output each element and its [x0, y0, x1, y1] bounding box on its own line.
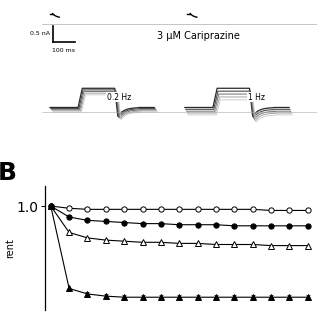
Text: 3 μM Cariprazine: 3 μM Cariprazine [157, 31, 240, 42]
Text: 0.5 nA: 0.5 nA [30, 31, 50, 36]
Text: 100 ms: 100 ms [52, 48, 75, 53]
Text: 1 Hz: 1 Hz [248, 92, 265, 101]
Text: B: B [0, 162, 17, 186]
Text: 0.2 Hz: 0.2 Hz [107, 92, 131, 101]
Y-axis label: rent: rent [5, 238, 15, 258]
